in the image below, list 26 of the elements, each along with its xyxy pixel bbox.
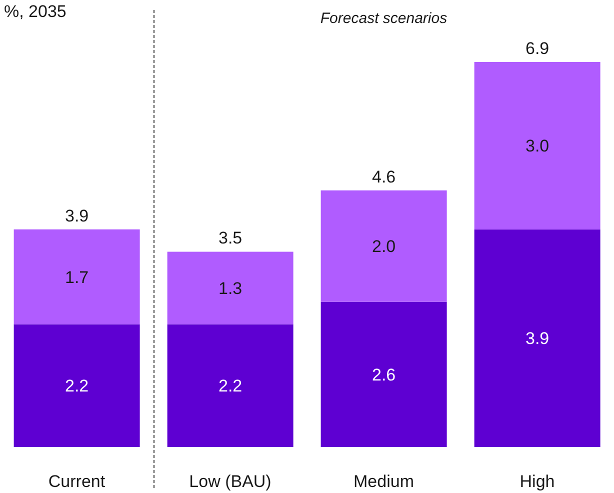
data-label: 1.7 <box>64 268 89 287</box>
total-label: 6.9 <box>525 39 550 58</box>
text: Forecast scenarios <box>320 10 448 27</box>
bar <box>167 324 294 447</box>
bar <box>320 302 447 447</box>
data-label: 2.6 <box>372 366 396 384</box>
bar <box>14 324 140 447</box>
total-label: 3.5 <box>218 228 242 248</box>
data-label: 2.2 <box>218 376 242 396</box>
bar <box>14 229 140 324</box>
data-label: 3.0 <box>525 136 550 156</box>
data-label: 2.0 <box>372 237 396 256</box>
y-axis-title: %, 2035 <box>4 2 66 22</box>
x-tick-label: High <box>520 472 555 492</box>
x-tick-label: Medium <box>354 472 414 492</box>
total-label: 3.9 <box>64 206 89 226</box>
bar <box>474 229 600 447</box>
bar <box>167 252 294 324</box>
bar <box>474 62 600 230</box>
bar <box>320 190 447 302</box>
total-label: 4.6 <box>372 167 396 186</box>
data-label: 1.3 <box>218 279 242 298</box>
x-tick-label: Current <box>48 472 106 492</box>
data-label: 2.2 <box>64 376 89 396</box>
x-tick-label: Low (BAU) <box>189 472 272 492</box>
data-label: 3.9 <box>525 329 550 348</box>
